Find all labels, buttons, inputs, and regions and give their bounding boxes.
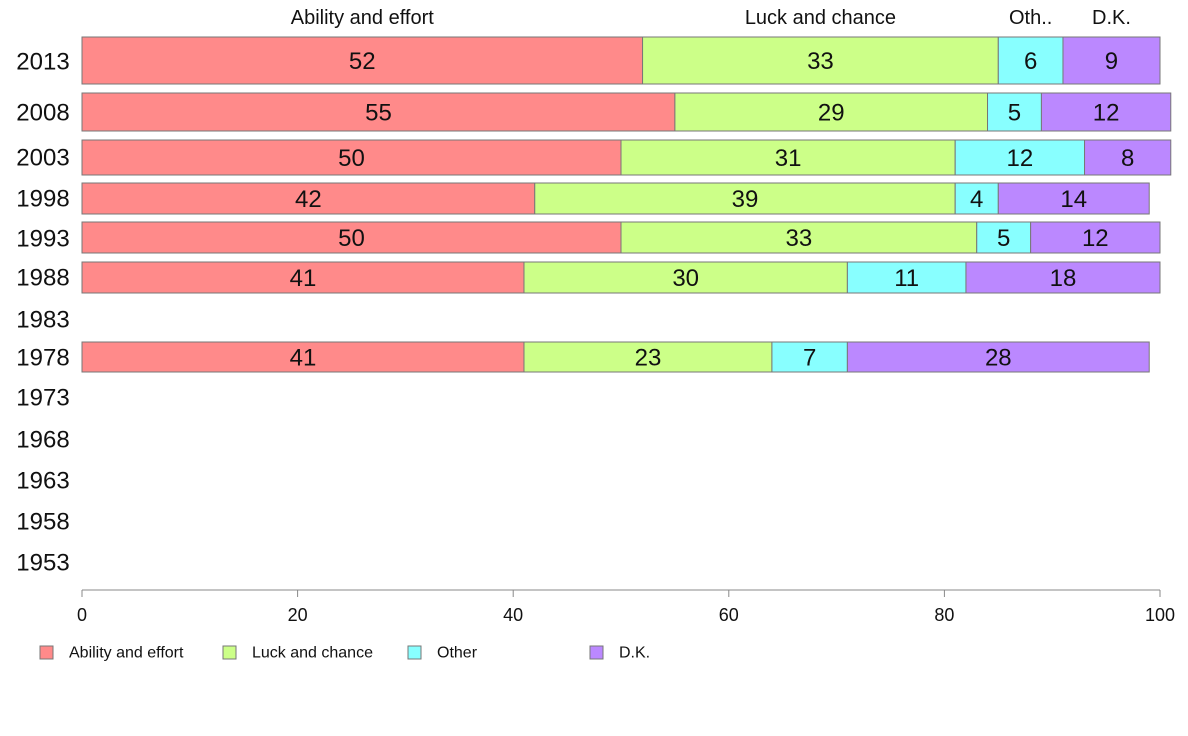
series-top-label: Ability and effort	[291, 7, 434, 29]
data-label: 12	[1007, 145, 1034, 172]
year-label: 1973	[16, 385, 69, 412]
bar-segment	[771, 341, 848, 373]
year-label: 1953	[16, 550, 69, 577]
legend: Ability and effort Luck and chance Other D.…	[39, 645, 650, 662]
x-tick-label: 20	[288, 605, 308, 625]
data-label: 8	[1121, 145, 1134, 172]
bar-segment	[976, 221, 1032, 254]
year-axis-labels: 2013 2008 2003 1998 1993 1988 1983 1978 1973 1968…	[16, 49, 69, 577]
data-label: 14	[1060, 186, 1087, 213]
data-label: 23	[635, 345, 662, 372]
data-label: 6	[1024, 48, 1037, 75]
top-series-labels: Ability and effort Luck and chance Oth.. D.…	[291, 7, 1131, 29]
x-tick-label: 0	[77, 605, 87, 625]
year-label: 1968	[16, 427, 69, 454]
data-label: 50	[338, 225, 365, 252]
bar-segment	[81, 341, 525, 373]
data-label: 7	[803, 345, 816, 372]
data-label: 12	[1082, 225, 1109, 252]
x-tick-label: 80	[934, 605, 954, 625]
data-label: 52	[349, 48, 376, 75]
series-top-label: Luck and chance	[745, 7, 896, 29]
bar-segment	[997, 182, 1150, 215]
bar-segment	[81, 92, 676, 132]
data-label: 28	[985, 345, 1012, 372]
bar-segment	[1084, 139, 1172, 176]
data-label: 5	[997, 225, 1010, 252]
year-label: 1988	[16, 265, 69, 292]
year-label: 1963	[16, 468, 69, 495]
bar-segment	[674, 92, 989, 132]
data-label: 5	[1008, 100, 1021, 127]
series-top-label: D.K.	[1092, 7, 1131, 29]
bar-segment	[534, 182, 956, 215]
data-label: 11	[894, 265, 919, 292]
bar-segment	[81, 261, 525, 294]
data-label: 41	[290, 345, 317, 372]
year-label: 1993	[16, 226, 69, 253]
bar-segment	[642, 36, 999, 85]
bar-segment	[81, 182, 536, 215]
bar-segment	[1062, 36, 1161, 85]
data-label: 4	[970, 186, 983, 213]
bar-segment	[846, 261, 967, 294]
bar-segment	[997, 36, 1064, 85]
data-label: 41	[290, 265, 317, 292]
x-axis: 0 20 40 60 80 100	[77, 589, 1175, 625]
year-label: 1978	[16, 345, 69, 372]
data-label: 29	[818, 100, 845, 127]
year-label: 2008	[16, 100, 69, 127]
series-top-label: Oth..	[1009, 7, 1052, 29]
x-tick-label: 40	[503, 605, 523, 625]
legend-label: D.K.	[619, 645, 650, 662]
year-label: 2013	[16, 49, 69, 76]
bar-segment	[81, 36, 644, 85]
bar-segment	[620, 139, 956, 176]
x-tick-label: 60	[719, 605, 739, 625]
year-label: 1998	[16, 186, 69, 213]
legend-swatch	[589, 645, 604, 660]
bar-segment	[620, 221, 978, 254]
legend-swatch	[39, 645, 54, 660]
data-label: 39	[732, 186, 759, 213]
bar-segment	[523, 261, 848, 294]
legend-label: Ability and effort	[69, 645, 184, 662]
data-label: 18	[1050, 265, 1077, 292]
data-label: 42	[295, 186, 322, 213]
legend-swatch	[407, 645, 422, 660]
data-label: 30	[672, 265, 699, 292]
data-label: 33	[786, 225, 813, 252]
bar-segment	[81, 139, 622, 176]
legend-label: Luck and chance	[252, 645, 373, 662]
data-label: 31	[775, 145, 802, 172]
legend-swatch	[222, 645, 237, 660]
data-label: 9	[1105, 48, 1118, 75]
bar-segment	[1040, 92, 1172, 132]
year-label: 1983	[16, 307, 69, 334]
bar-segment	[987, 92, 1042, 132]
x-tick-label: 100	[1145, 605, 1175, 625]
data-label: 33	[807, 48, 834, 75]
year-label: 1958	[16, 509, 69, 536]
legend-label: Other	[437, 645, 478, 662]
bar-segment	[846, 341, 1150, 373]
data-label: 12	[1093, 100, 1120, 127]
year-label: 2003	[16, 145, 69, 172]
bar-segment	[965, 261, 1161, 294]
bar-segment	[1030, 221, 1161, 254]
data-label: 55	[365, 100, 392, 127]
bar-segment	[81, 221, 622, 254]
data-label: 50	[338, 145, 365, 172]
